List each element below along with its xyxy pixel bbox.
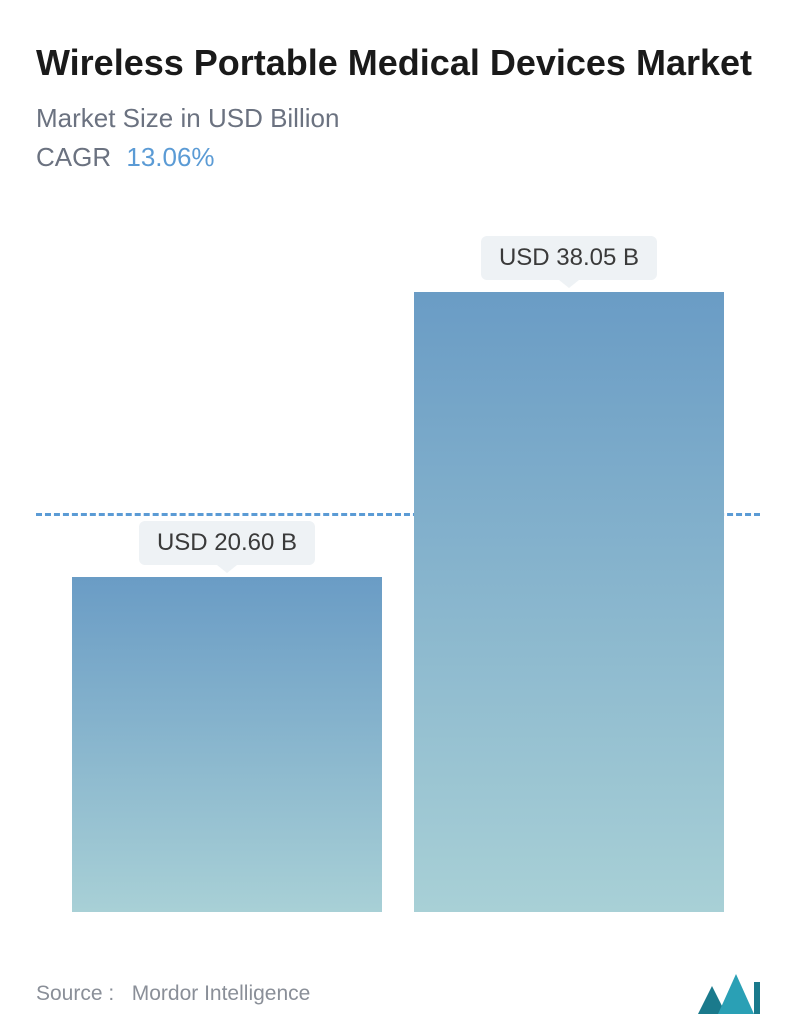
source-label: Source :: [36, 982, 114, 1005]
cagr-row: CAGR 13.06%: [36, 142, 760, 173]
source-name: Mordor Intelligence: [132, 982, 311, 1005]
source-text: Source : Mordor Intelligence: [36, 982, 310, 1006]
bar-group-0: USD 20.60 B 2025: [72, 521, 382, 912]
value-label-1: USD 38.05 B: [481, 236, 657, 280]
logo-icon: [698, 974, 760, 1014]
bars-wrapper: USD 20.60 B 2025 USD 38.05 B 2030: [36, 292, 760, 912]
chart-subtitle: Market Size in USD Billion: [36, 103, 760, 134]
cagr-value: 13.06%: [126, 142, 214, 172]
footer: Source : Mordor Intelligence: [36, 962, 760, 1014]
cagr-label: CAGR: [36, 142, 111, 172]
bar-0: [72, 577, 382, 912]
chart-area: USD 20.60 B 2025 USD 38.05 B 2030: [36, 223, 760, 962]
bar-group-1: USD 38.05 B 2030: [414, 236, 724, 912]
value-label-0: USD 20.60 B: [139, 521, 315, 565]
chart-title: Wireless Portable Medical Devices Market: [36, 40, 760, 85]
chart-container: Wireless Portable Medical Devices Market…: [0, 0, 796, 1034]
bar-1: [414, 292, 724, 912]
